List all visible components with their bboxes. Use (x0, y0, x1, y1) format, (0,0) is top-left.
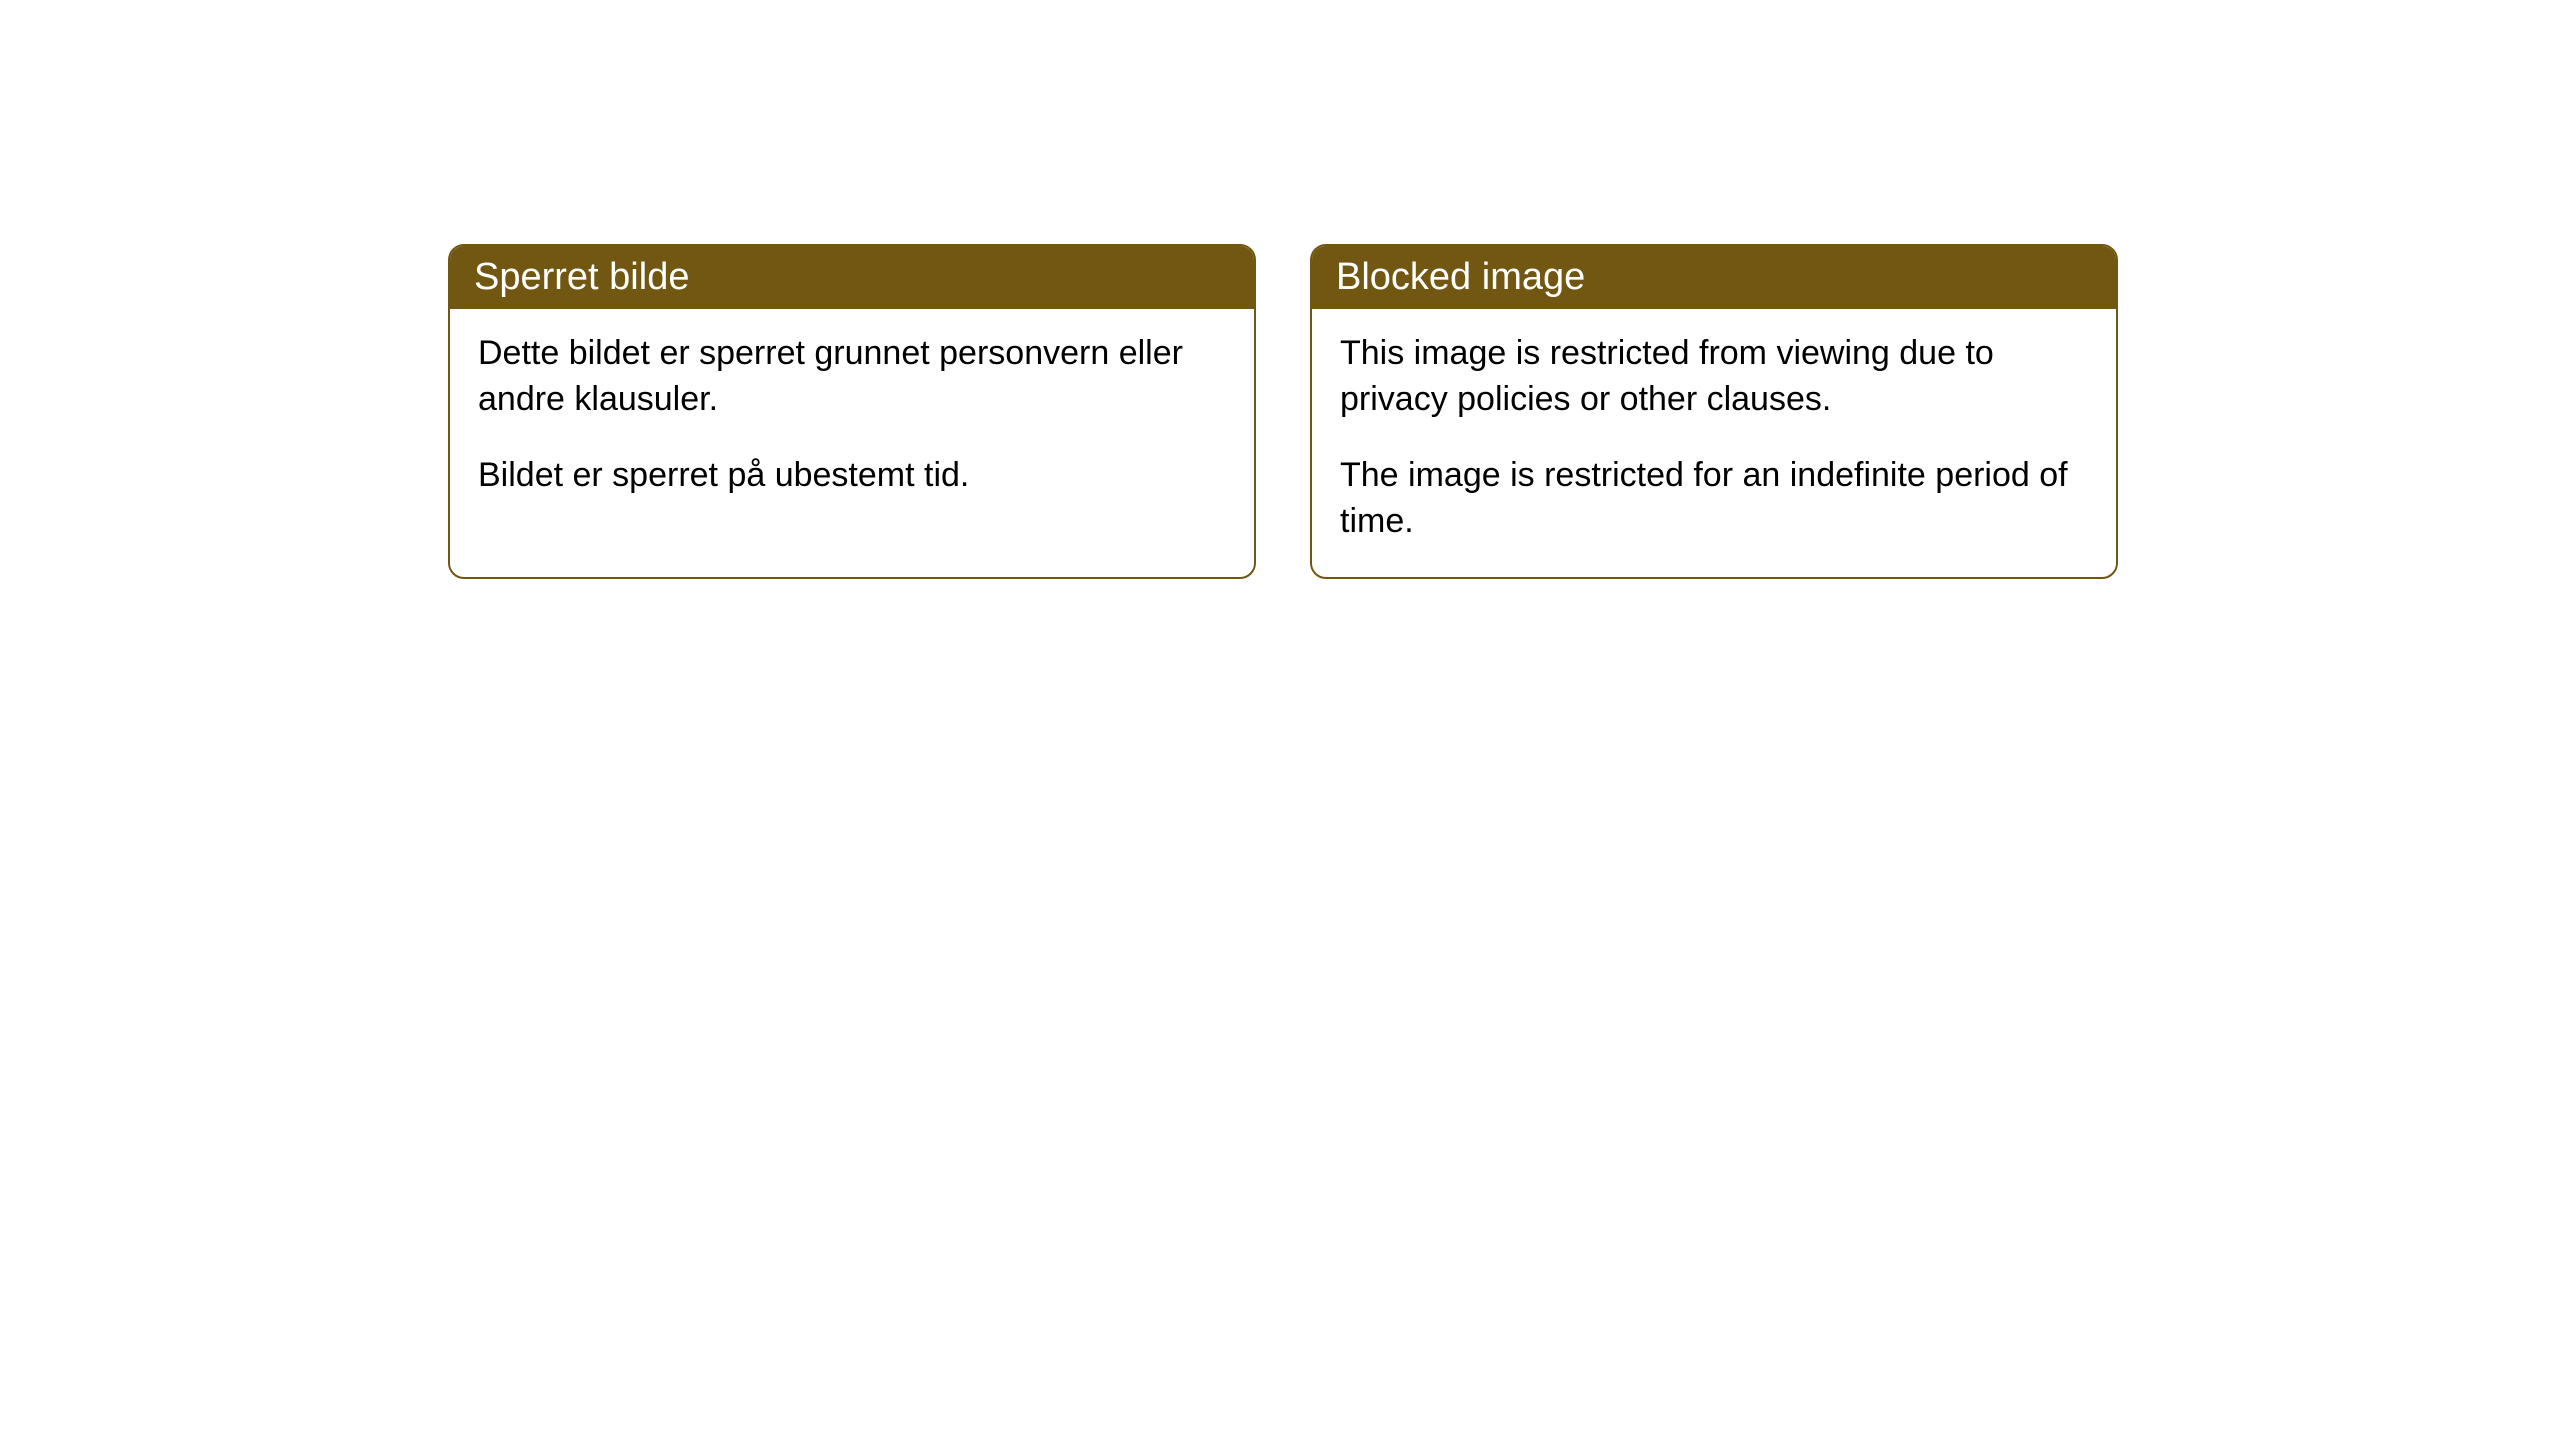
notices-container: Sperret bilde Dette bildet er sperret gr… (448, 244, 2118, 579)
notice-paragraph-1-english: This image is restricted from viewing du… (1340, 331, 2088, 423)
notice-paragraph-2-norwegian: Bildet er sperret på ubestemt tid. (478, 453, 1226, 499)
notice-paragraph-1-norwegian: Dette bildet er sperret grunnet personve… (478, 331, 1226, 423)
notice-header-norwegian: Sperret bilde (450, 246, 1254, 309)
notice-paragraph-2-english: The image is restricted for an indefinit… (1340, 453, 2088, 545)
notice-card-norwegian: Sperret bilde Dette bildet er sperret gr… (448, 244, 1256, 579)
notice-card-english: Blocked image This image is restricted f… (1310, 244, 2118, 579)
notice-body-english: This image is restricted from viewing du… (1312, 309, 2116, 577)
notice-body-norwegian: Dette bildet er sperret grunnet personve… (450, 309, 1254, 531)
notice-header-english: Blocked image (1312, 246, 2116, 309)
